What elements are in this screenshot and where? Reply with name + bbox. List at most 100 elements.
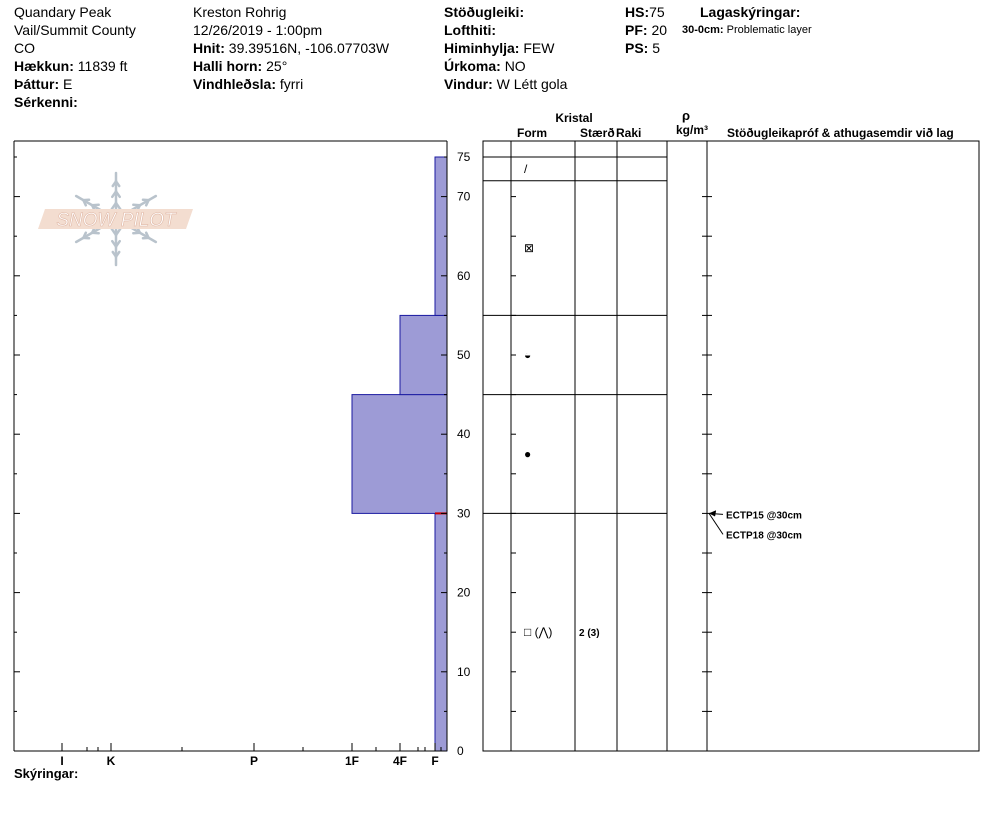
layer-note-text: Problematic layer	[726, 24, 812, 36]
location-block: Quandary Peak Vail/Summit County CO Hækk…	[14, 3, 136, 111]
stability-test-pointer	[708, 513, 724, 535]
pf-row: PF: 20	[625, 21, 667, 39]
hardness-plot: 0 10 20 30 40 50 60 70 75 I K P 1F 4F F	[13, 140, 471, 768]
depth-tick-label: 60	[457, 269, 471, 283]
snowflake-branch	[111, 190, 118, 199]
stability-row: Stöðugleiki:	[444, 3, 567, 21]
air-temp-label: Lofthiti:	[444, 22, 497, 38]
depth-tick-label: 10	[457, 665, 471, 679]
features-label: Sérkenni:	[14, 94, 78, 110]
observer-name: Kreston Rohrig	[193, 4, 287, 20]
stability-test-label: ECTP18 @30cm	[726, 530, 802, 541]
rho-header: ρ	[682, 108, 690, 123]
stability-label: Stöðugleiki:	[444, 4, 525, 20]
hardness-tick-label: K	[107, 754, 116, 768]
depth-tick-label: 30	[457, 506, 471, 520]
moisture-header: Raki	[616, 126, 641, 140]
layer-notes-block: Lagaskýringar: 30-0cm: Problematic layer	[682, 3, 812, 39]
snowflake-branch	[82, 198, 88, 207]
conditions-block: Stöðugleiki: Lofthiti: Himinhylja: FEW Ú…	[444, 3, 567, 93]
sky-row: Himinhylja: FEW	[444, 39, 567, 57]
grain-form-symbol: □ (⋀)	[524, 625, 552, 639]
snowflake-branch	[110, 201, 118, 211]
wind-loading-label: Vindhleðsla:	[193, 76, 276, 92]
depth-tick-label: 50	[457, 348, 471, 362]
depth-tick-label: 75	[457, 150, 471, 164]
depths-block: HS:75 PF: 20 PS: 5	[625, 3, 667, 57]
elevation-value: 11839 ft	[77, 58, 128, 74]
elevation-row: Hækkun: 11839 ft	[14, 57, 136, 75]
layer-table-frame	[482, 140, 980, 752]
logo-text: SNOW PILOT	[56, 210, 177, 231]
grain-size-value: 2 (3)	[579, 628, 600, 639]
pf-value: 20	[651, 22, 668, 38]
layer-note-range: 30-0cm:	[682, 24, 724, 36]
ps-label: PS:	[625, 40, 649, 56]
ps-value: 5	[652, 40, 661, 56]
layer-table: / ⊠ ◒ ● □ (⋀) 2 (3) ECTP15 @30cm ECTP18 @30cm	[482, 140, 980, 752]
snowflake-branch	[114, 250, 121, 258]
rho-unit-header: kg/m³	[676, 123, 708, 137]
hardness-tick-label: P	[250, 754, 258, 768]
stability-tests: ECTP15 @30cm ECTP18 @30cm	[708, 510, 802, 541]
hardness-axis: I K P 1F 4F F	[60, 743, 442, 768]
hardness-bar	[399, 314, 448, 396]
hardness-bars	[351, 156, 448, 752]
aspect-value: E	[63, 76, 73, 92]
hardness-tick-label: F	[431, 754, 438, 768]
coords-value: 39.39516N, -106.07703W	[228, 40, 390, 56]
grain-form-symbol: ◒	[524, 348, 531, 362]
layer-note-row: 30-0cm: Problematic layer	[682, 21, 812, 39]
sky-label: Himinhylja:	[444, 40, 520, 56]
precip-value: NO	[504, 58, 526, 74]
snowflake-branch	[111, 180, 118, 188]
hardness-tick-label: I	[60, 754, 63, 768]
form-header: Form	[517, 126, 547, 140]
precip-label: Úrkoma:	[444, 58, 501, 74]
depth-tick-label: 0	[457, 744, 464, 758]
wind-value: W Létt gola	[496, 76, 568, 92]
slope-label: Halli horn:	[193, 58, 263, 74]
location-region: Vail/Summit County	[14, 22, 136, 38]
size-header: Stærð	[580, 126, 615, 140]
layer-notes-title: Lagaskýringar:	[700, 4, 801, 20]
snowflake-branch	[90, 231, 100, 235]
hardness-bar	[351, 394, 448, 514]
slope-value: 25°	[266, 58, 288, 74]
depth-tick-label: 70	[457, 190, 471, 204]
coords-label: Hnit:	[193, 40, 225, 56]
depth-tick-label: 20	[457, 586, 471, 600]
snowflake-branch	[132, 203, 142, 207]
depth-axis: 0 10 20 30 40 50 60 70 75	[14, 150, 471, 758]
aspect-label: Þáttur:	[14, 76, 60, 92]
snowflake-branch	[114, 239, 121, 248]
grain-form-symbol: /	[524, 162, 528, 176]
coords-row: Hnit: 39.39516N, -106.07703W	[193, 39, 389, 57]
aspect-row: Þáttur: E	[14, 75, 136, 93]
hardness-tick-label: 1F	[345, 754, 359, 768]
logo-banner	[38, 209, 193, 229]
grain-form-symbol: ⊠	[524, 241, 534, 255]
pf-label: PF:	[625, 22, 648, 38]
slope-row: Halli horn: 25°	[193, 57, 389, 75]
wind-row: Vindur: W Létt gola	[444, 75, 567, 93]
precip-row: Úrkoma: NO	[444, 57, 567, 75]
hs-row: HS:75	[625, 3, 667, 21]
location-name: Quandary Peak	[14, 4, 112, 20]
wind-label: Vindur:	[444, 76, 493, 92]
comments-label: Skýringar:	[14, 766, 78, 781]
depth-tick-label: 40	[457, 427, 471, 441]
snowflake-branch	[144, 231, 150, 240]
air-temp-row: Lofthiti:	[444, 21, 567, 39]
stability-test-arrowhead	[709, 510, 716, 517]
observation-datetime: 12/26/2019 - 1:00pm	[193, 22, 323, 38]
elevation-label: Hækkun:	[14, 58, 74, 74]
ps-row: PS: 5	[625, 39, 667, 57]
tests-header: Stöðugleikapróf & athugasemdir við lag	[727, 126, 954, 140]
stability-test-label: ECTP15 @30cm	[726, 510, 802, 521]
location-state: CO	[14, 40, 35, 56]
hs-value: 75	[649, 4, 665, 20]
hs-label: HS:	[625, 4, 650, 20]
hardness-tick-label: 4F	[393, 754, 407, 768]
